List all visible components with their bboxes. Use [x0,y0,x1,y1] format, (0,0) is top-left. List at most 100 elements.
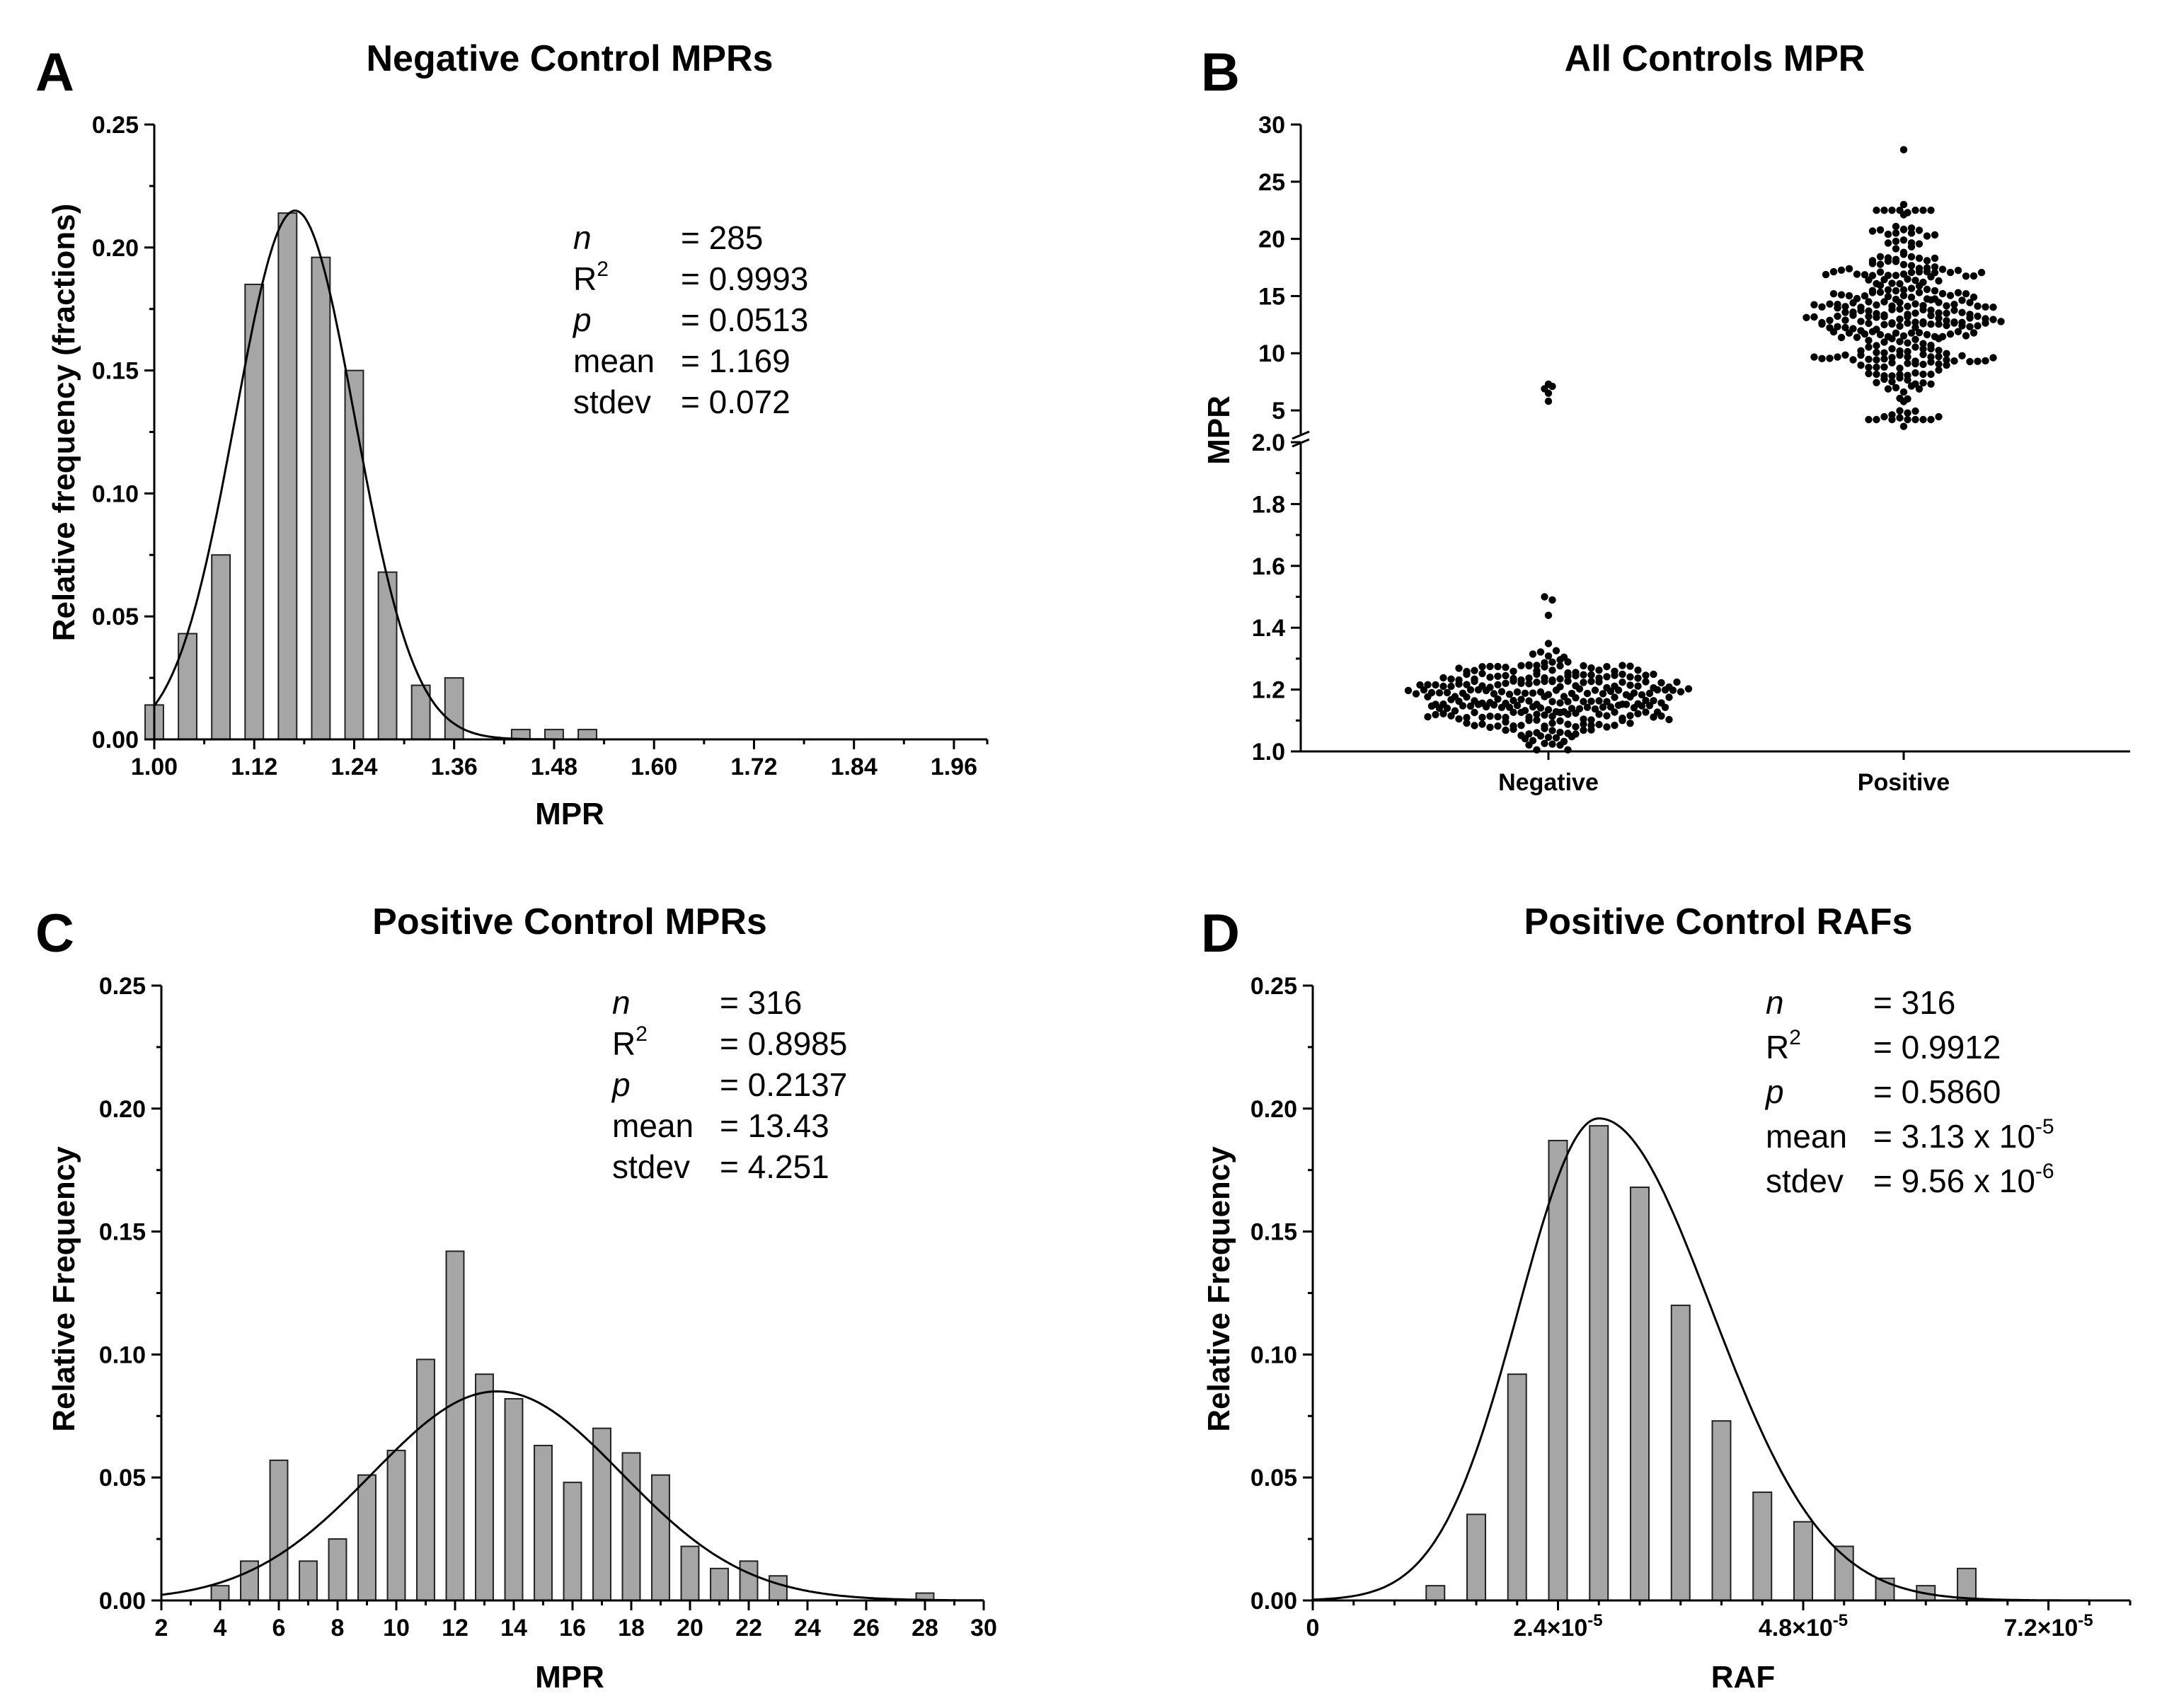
data-point [1865,337,1873,345]
data-point [1997,318,2005,325]
data-point [1575,685,1584,693]
data-point [1938,289,1947,298]
data-point [1927,321,1935,328]
x-tick-label: 2.4×10-5 [1513,1611,1602,1641]
data-point [1587,698,1595,705]
y-tick-label: 30 [1258,112,1285,139]
y-tick-label: 0.20 [92,235,139,262]
data-point [1966,299,1974,306]
data-point [1915,254,1924,262]
data-point [1943,309,1950,317]
data-point [1572,722,1580,731]
data-point [1580,726,1587,734]
data-point [1443,688,1451,697]
data-point [1888,359,1896,367]
data-point [1927,311,1935,320]
data-point [1892,258,1900,265]
data-point [1899,146,1908,154]
data-point [1989,354,1997,362]
histogram-bar [328,1538,347,1602]
y-tick-label: 0.10 [92,480,139,507]
data-point [1888,279,1896,287]
stat-label: mean [1766,1118,1847,1155]
data-point [1896,337,1904,345]
data-point [1568,733,1576,741]
data-point [1935,366,1943,374]
x-tick-label: 7.2×10-5 [2003,1611,2093,1641]
data-point [1439,710,1447,717]
stat-value: = 0.9993 [681,260,808,297]
x-category-label: Positive [1858,769,1950,796]
data-point [1638,691,1646,699]
data-point [1572,671,1580,680]
data-point [1505,703,1514,711]
data-point [1626,693,1634,701]
data-point [1548,667,1556,674]
data-point [1927,415,1935,424]
data-point [1665,715,1673,724]
data-point [1962,332,1970,340]
data-point [1541,593,1548,601]
data-point [1544,640,1553,647]
data-point [1529,689,1537,697]
data-point [1533,710,1541,718]
data-point [1943,302,1950,310]
x-tick-label: 1.60 [631,754,677,780]
data-point [1904,319,1911,327]
data-point [1915,385,1924,393]
data-point [1572,709,1580,717]
data-point [1614,701,1623,709]
data-point [1517,696,1525,703]
y-tick-label: 0.05 [92,604,139,630]
data-point [1626,662,1634,670]
data-point [1915,329,1924,337]
data-point [1899,292,1908,299]
data-point [1478,669,1486,678]
x-tick-label: 12 [442,1615,468,1641]
data-point [1896,315,1904,323]
data-point [1927,306,1935,314]
data-point [1853,270,1861,278]
data-point [1935,360,1943,368]
x-tick-label: 28 [912,1615,938,1641]
histogram-bar [651,1474,670,1602]
histogram-bar [769,1575,788,1601]
data-point [1958,322,1966,330]
y-tick-label: 1.2 [1252,677,1285,704]
data-point [1556,675,1564,683]
histogram-bar [504,1397,524,1602]
data-point [1888,415,1896,424]
y-tick-label: 0.25 [99,973,146,1000]
data-point [1868,328,1877,335]
data-point [1572,694,1580,702]
histogram-bar [269,1459,289,1601]
data-point [1907,268,1916,277]
data-point [1865,276,1873,284]
stat-value: = 1.169 [681,342,790,379]
data-point [1868,289,1877,296]
data-point [1892,272,1900,279]
x-tick-label: 16 [559,1615,586,1641]
data-point [1587,677,1595,686]
data-point [1642,696,1650,705]
data-point [1650,670,1657,679]
data-point [1834,323,1841,330]
data-point [1544,705,1553,714]
histogram-bar [1548,1139,1568,1602]
stat-label: mean [612,1107,694,1144]
data-point [1907,262,1916,270]
data-point [1548,712,1556,720]
data-point [1595,710,1603,718]
data-point [1494,672,1502,680]
data-point [1966,314,1974,322]
data-point [1447,696,1455,703]
data-point [1497,688,1506,696]
data-point [1911,323,1919,331]
data-point [1880,355,1888,363]
data-point [1677,688,1685,696]
data-point [1471,677,1478,686]
data-point [1634,667,1642,674]
data-point [1525,741,1533,749]
data-point [1661,703,1669,711]
data-point [1873,313,1880,321]
